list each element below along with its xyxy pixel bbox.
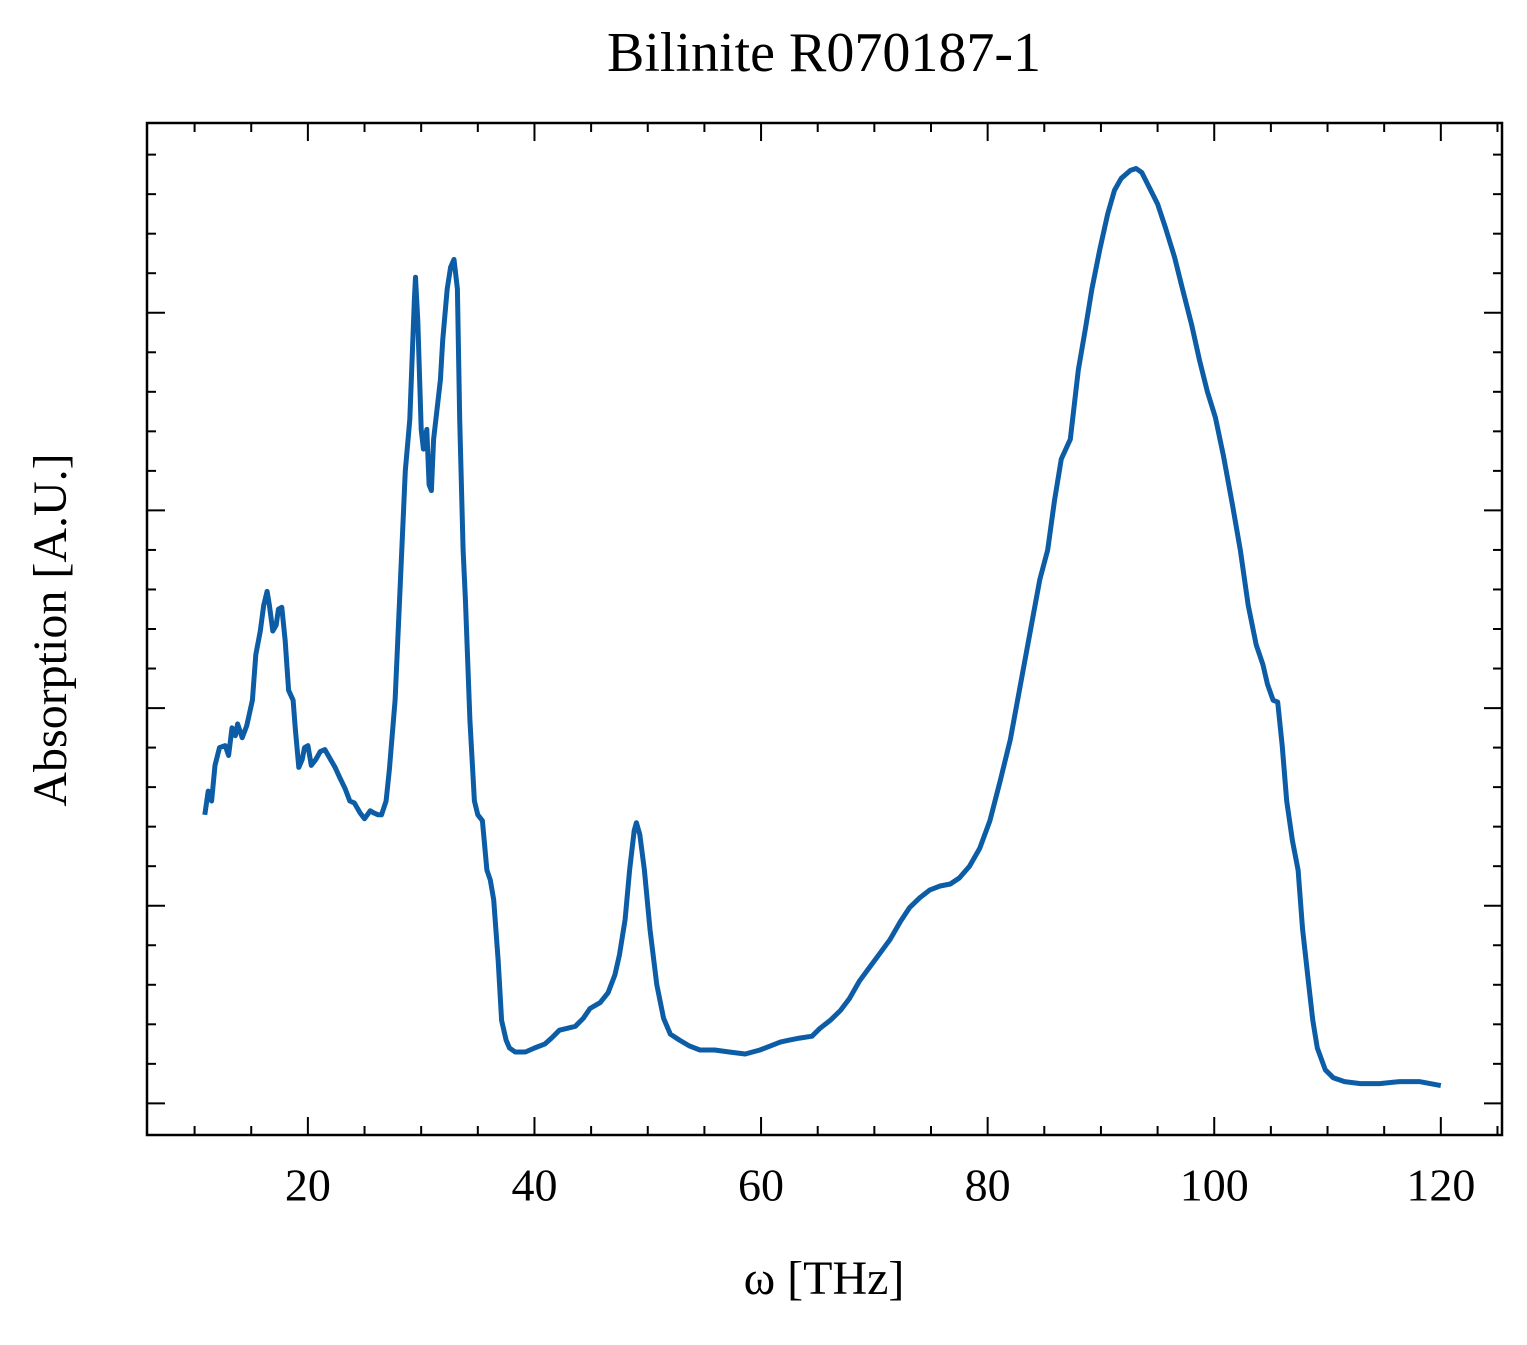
x-tick-label: 60 [738,1160,784,1211]
x-tick-label: 80 [965,1160,1011,1211]
x-tick-label: 100 [1180,1160,1249,1211]
x-axis-label: ω [THz] [744,1252,905,1305]
spectrum-line [202,166,1442,1089]
x-tick-label: 40 [511,1160,557,1211]
x-tick-label: 120 [1406,1160,1475,1211]
y-axis-label: Absorption [A.U.] [24,453,77,806]
plot-frame [145,121,1504,1137]
x-tick-label: 20 [285,1160,331,1211]
chart-title: Bilinite R070187-1 [607,22,1041,84]
